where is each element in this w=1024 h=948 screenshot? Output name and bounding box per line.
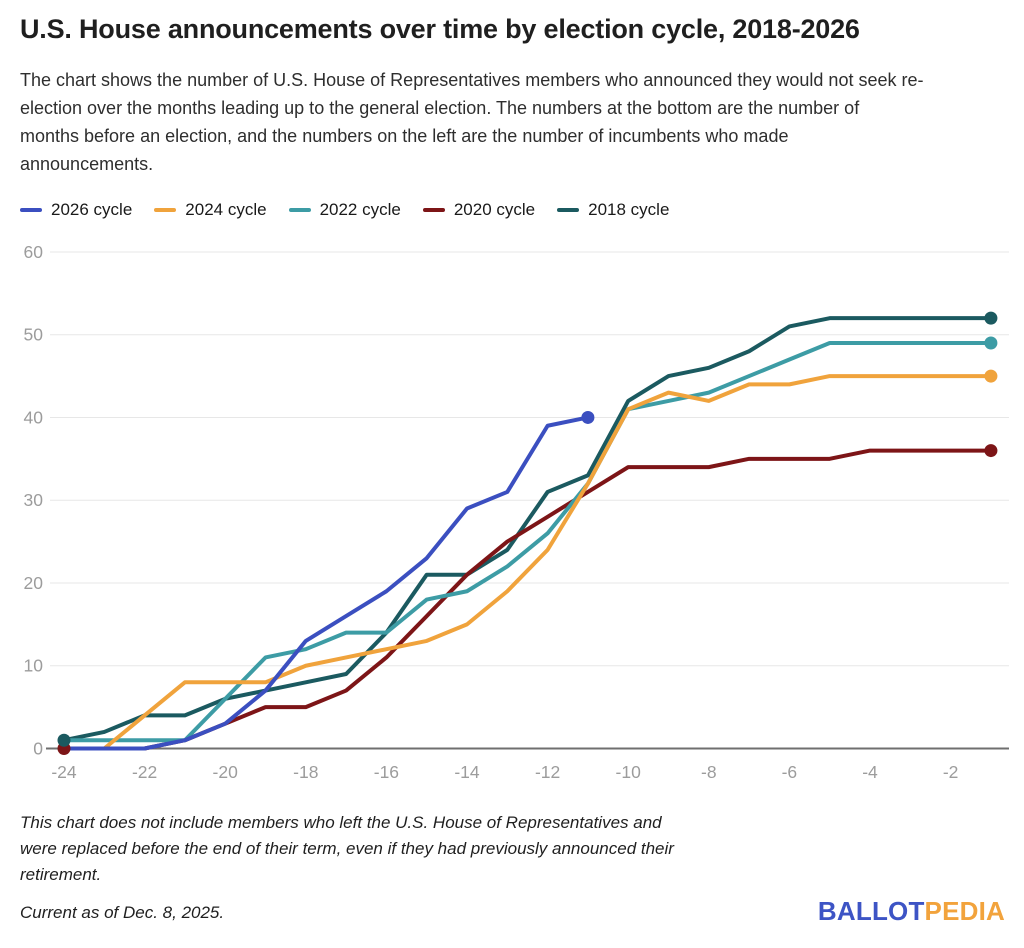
chart-description-line: announcements. [20, 154, 154, 174]
y-tick-label: 40 [24, 407, 44, 427]
chart-description-line: The chart shows the number of U.S. House… [20, 70, 924, 90]
line-chart: 0 10 20 30 40 50 60 -24 -22 -20 -18 -16 -14 -12 -10 -8 -… [24, 242, 1009, 782]
chart-description-line: election over the months leading up to t… [20, 98, 860, 118]
legend-dash-icon [288, 208, 311, 212]
logo-pedia-text: PEDIA [924, 896, 1005, 926]
x-tick-label: -14 [454, 762, 480, 782]
current-as-of-note: Current as of Dec. 8, 2025. [20, 903, 225, 922]
y-tick-label: 10 [24, 656, 44, 676]
legend: 2026 cycle 2024 cycle 2022 cycle 2020 cycle… [20, 200, 691, 220]
series-end-dot-2026-cycle [581, 410, 595, 424]
legend-label: 2022 cycle [319, 200, 401, 219]
legend-item-2022-cycle[interactable]: 2022 cycle [288, 200, 401, 220]
series-line-2026-cycle [62, 415, 590, 751]
footnote-line: retirement. [20, 865, 102, 884]
x-tick-label: -6 [782, 762, 798, 782]
x-tick-label: -20 [213, 762, 239, 782]
x-tick-label: -18 [293, 762, 318, 782]
y-tick-label: 60 [24, 242, 44, 262]
ballotpedia-logo: BALLOTPEDIA [818, 896, 1005, 927]
legend-item-2020-cycle[interactable]: 2020 cycle [422, 200, 536, 220]
x-tick-label: -12 [535, 762, 560, 782]
legend-dash-icon [154, 208, 177, 212]
y-tick-label: 20 [24, 573, 44, 593]
x-tick-label: -22 [132, 762, 157, 782]
series-start-dot-2018-cycle [57, 733, 71, 747]
chart-description: The chart shows the number of U.S. House… [20, 66, 923, 178]
series-line-2020-cycle [62, 448, 993, 751]
series-line-2024-cycle [62, 374, 993, 751]
page-title: U.S. House announcements over time by el… [20, 14, 860, 44]
y-tick-label: 50 [24, 325, 44, 345]
legend-item-2024-cycle[interactable]: 2024 cycle [154, 200, 267, 220]
series-end-dot-2022-cycle [984, 336, 998, 350]
series-end-dot-2020-cycle [984, 444, 998, 458]
legend-label: 2018 cycle [588, 200, 670, 219]
chart-description-line: months before an election, and the numbe… [20, 126, 789, 146]
footnote: This chart does not include members who … [20, 810, 674, 888]
logo-ballot-text: BALLOT [817, 896, 925, 926]
legend-label: 2020 cycle [453, 200, 536, 219]
y-tick-label: 30 [24, 490, 44, 510]
x-tick-label: -2 [943, 762, 959, 782]
legend-label: 2026 cycle [51, 200, 133, 219]
footnote-line: were replaced before the end of their te… [20, 839, 674, 858]
legend-item-2026-cycle[interactable]: 2026 cycle [20, 200, 132, 220]
legend-dash-icon [20, 208, 42, 212]
x-tick-label: -16 [374, 762, 399, 782]
legend-dash-icon [422, 208, 445, 212]
legend-dash-icon [557, 208, 580, 212]
footnote-line: This chart does not include members who … [20, 813, 662, 832]
x-tick-label: -4 [862, 762, 878, 782]
series-line-2018-cycle [62, 316, 993, 743]
x-tick-label: -24 [51, 762, 77, 782]
y-tick-label: 0 [33, 739, 43, 759]
series-end-dot-2018-cycle [984, 311, 998, 325]
legend-item-2018-cycle[interactable]: 2018 cycle [557, 200, 669, 220]
series-line-2022-cycle [62, 340, 993, 743]
legend-label: 2024 cycle [185, 200, 267, 219]
series-end-dot-2024-cycle [984, 369, 998, 383]
x-tick-label: -10 [616, 762, 642, 782]
x-tick-label: -8 [701, 762, 717, 782]
